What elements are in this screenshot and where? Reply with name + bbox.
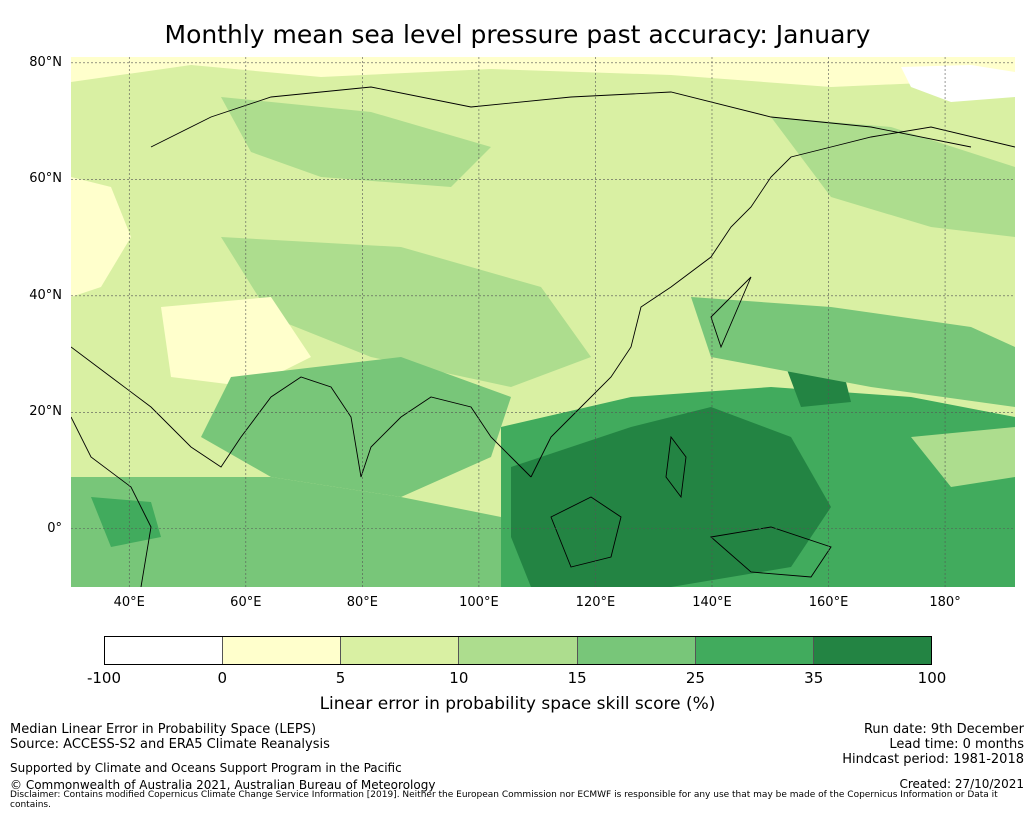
coastline-philippines — [665, 435, 687, 499]
run-date: Run date: 9th December — [863, 722, 1024, 737]
lon-label: 140°E — [692, 595, 732, 610]
colorbar-swatch — [577, 637, 696, 664]
lead-time: Lead time: 0 months — [889, 737, 1024, 752]
region-very-low-north — [71, 57, 1015, 87]
colorbar — [104, 636, 932, 665]
footer-left-top: Median Linear Error in Probability Space… — [10, 722, 330, 752]
region-moderate-siberia — [221, 97, 491, 187]
coastlines — [71, 86, 1015, 587]
coastline-arabia-india — [71, 346, 532, 478]
colorbar-label: Linear error in probability space skill … — [319, 694, 716, 714]
created-date: Created: 27/10/2021 — [899, 777, 1024, 791]
colorbar-swatch — [459, 637, 578, 664]
region-good-northpac — [691, 297, 1015, 407]
colorbar-swatch — [813, 637, 931, 664]
colorbar-tick: -100 — [86, 669, 122, 687]
colorbar-swatch — [105, 637, 224, 664]
graticule — [71, 57, 1015, 587]
colorbar-tick: 5 — [335, 669, 346, 687]
footer-left-bottom: Supported by Climate and Oceans Support … — [10, 761, 435, 793]
region-good-ocean-south — [71, 477, 501, 587]
region-moderate-central — [221, 237, 591, 387]
footer-source: Source: ACCESS-S2 and ERA5 Climate Reana… — [10, 737, 330, 752]
region-strong-pocket — [91, 497, 161, 547]
lon-label: 80°E — [346, 595, 378, 610]
footer-copyright: © Commonwealth of Australia 2021, Austra… — [10, 778, 436, 792]
lon-label: 60°E — [230, 595, 262, 610]
colorbar-tick: 25 — [685, 669, 705, 687]
coastline-japan — [710, 276, 752, 349]
lon-label: 40°E — [113, 595, 145, 610]
map-canvas[interactable] — [71, 57, 1015, 587]
lat-label: 40°N — [29, 287, 62, 303]
lat-label: 20°N — [29, 404, 62, 420]
hindcast-period: Hindcast period: 1981-2018 — [842, 752, 1024, 767]
region-very-low-west — [71, 177, 131, 297]
coastline-africa — [71, 416, 152, 587]
colorbar-tick: 35 — [804, 669, 824, 687]
lat-label: 60°N — [29, 171, 62, 187]
region-near-zero-arctic — [901, 65, 1015, 102]
chart-title: Monthly mean sea level pressure past acc… — [164, 20, 871, 49]
coastline-china-japan — [530, 126, 1015, 478]
colorbar-swatch — [695, 637, 814, 664]
region-low-central — [161, 297, 311, 387]
region-moderate-eastern-pac — [911, 427, 1015, 487]
colorbar-tick: 10 — [449, 669, 469, 687]
colorbar-swatch — [223, 637, 342, 664]
lon-label: 120°E — [575, 595, 616, 610]
lon-label: 100°E — [459, 595, 499, 610]
footer-right: Run date: 9th December Lead time: 0 mont… — [842, 722, 1024, 767]
colorbar-tick: 100 — [917, 669, 947, 687]
lon-label: 160°E — [808, 595, 849, 610]
footer-support: Supported by Climate and Oceans Support … — [10, 761, 402, 775]
colorbar-tick: 0 — [217, 669, 228, 687]
colorbar-tick: 15 — [567, 669, 587, 687]
colorbar-swatch — [341, 637, 460, 664]
region-very-strong-maritime — [511, 407, 831, 587]
coastline-borneo — [550, 496, 622, 568]
lat-label: 80°N — [29, 54, 62, 70]
lon-label: 180° — [929, 595, 961, 610]
disclaimer: Disclaimer: Contains modified Copernicus… — [10, 790, 998, 810]
footer-method: Median Linear Error in Probability Space… — [10, 722, 317, 737]
skill-score-map[interactable] — [71, 57, 1015, 587]
lat-label: 0° — [47, 520, 62, 536]
coastline-arctic — [150, 86, 972, 148]
